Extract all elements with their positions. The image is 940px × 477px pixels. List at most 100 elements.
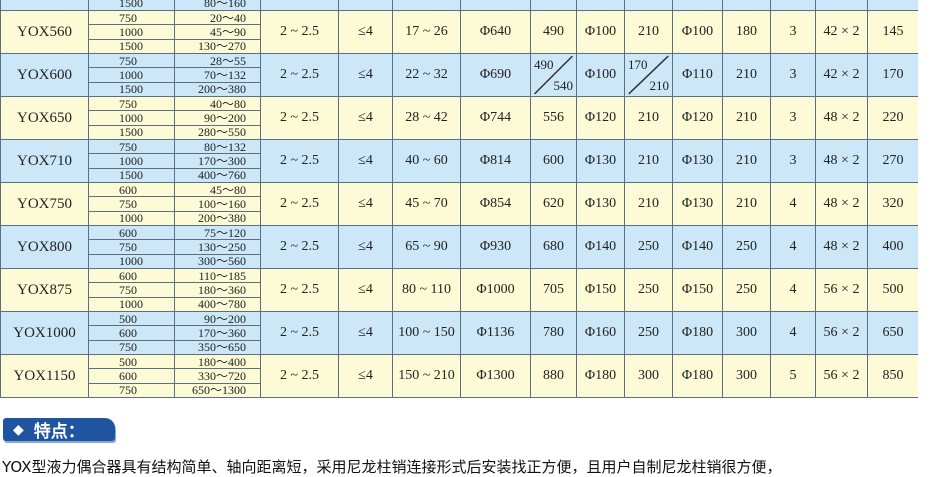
weight-cell: 270 bbox=[867, 140, 918, 182]
speed-value: 500 bbox=[89, 312, 174, 327]
speed-value: 1500 bbox=[119, 39, 143, 54]
model-cell: YOX1150 bbox=[0, 355, 88, 397]
torque-range-cell: 65 ~ 90 bbox=[392, 226, 460, 268]
bolt-spec-cell: 56 × 2 bbox=[815, 269, 867, 311]
speed-value: 600 bbox=[89, 226, 174, 241]
input-length-cell: 250 bbox=[624, 312, 672, 354]
power-value: 75～120 bbox=[175, 226, 260, 241]
features-heading: ◆ 特点： bbox=[3, 418, 115, 442]
input-bore-cell: Φ120 bbox=[576, 97, 624, 139]
efficiency-cell: ≤4 bbox=[338, 97, 392, 139]
outer-diameter-cell: Φ930 bbox=[460, 226, 530, 268]
speed-value: 600 bbox=[89, 326, 174, 341]
input-length-cell: 170 210 bbox=[624, 54, 672, 96]
table-row: YOX560 750 1000 1500 20～40 45～90 130～270 2 ~ 2.… bbox=[0, 11, 918, 54]
speed-cell: 500 600 750 bbox=[88, 355, 174, 397]
bolt-spec-cell: 48 × 2 bbox=[815, 97, 867, 139]
slip-cell: 2 ~ 2.5 bbox=[260, 269, 338, 311]
output-bore-cell: Φ180 bbox=[672, 312, 722, 354]
torque-range-cell: 40 ~ 60 bbox=[392, 140, 460, 182]
table-row: YOX710 750 1000 1500 80～132 170～300 400～760 2 ~… bbox=[0, 140, 918, 183]
power-value: 300～560 bbox=[197, 254, 246, 269]
speed-value: 1500 bbox=[119, 125, 143, 140]
speed-cell: 600 750 1000 bbox=[88, 269, 174, 311]
speed-value: 750 bbox=[89, 240, 174, 255]
length-cell: 880 bbox=[530, 355, 576, 397]
length-cell: 705 bbox=[530, 269, 576, 311]
length-cell: 556 bbox=[530, 97, 576, 139]
model-cell: YOX875 bbox=[0, 269, 88, 311]
slip-cell: 2 ~ 2.5 bbox=[260, 140, 338, 182]
input-bore-cell: Φ150 bbox=[576, 269, 624, 311]
input-length-cell: 210 bbox=[624, 140, 672, 182]
speed-value: 750 bbox=[119, 383, 137, 398]
power-value: 20～40 bbox=[175, 11, 260, 26]
length-cell: 680 bbox=[530, 226, 576, 268]
table-row: 1500 80～160 bbox=[0, 0, 918, 11]
bolt-spec-cell: 56 × 2 bbox=[815, 355, 867, 397]
speed-value: 1500 bbox=[119, 82, 143, 97]
length-cell: 490 bbox=[530, 11, 576, 53]
features-title: 特点： bbox=[33, 422, 85, 442]
input-bore-cell: Φ100 bbox=[576, 11, 624, 53]
power-value: 400～780 bbox=[197, 297, 246, 312]
input-length-cell: 300 bbox=[624, 355, 672, 397]
model-cell bbox=[0, 0, 88, 10]
weight-cell: 650 bbox=[867, 312, 918, 354]
table-row: YOX600 750 1000 1500 28～55 70～132 200～380 2 ~ 2… bbox=[0, 54, 918, 97]
weight-cell: 220 bbox=[867, 97, 918, 139]
weight-cell: 320 bbox=[867, 183, 918, 225]
speed-value: 750 bbox=[89, 54, 174, 69]
torque-range-cell: 45 ~ 70 bbox=[392, 183, 460, 225]
model-cell: YOX750 bbox=[0, 183, 88, 225]
speed-value: 1000 bbox=[89, 25, 174, 40]
weight-cell: 400 bbox=[867, 226, 918, 268]
table-row: YOX650 750 1000 1500 40～80 90～200 280～550 2 ~ 2… bbox=[0, 97, 918, 140]
weight-cell: 170 bbox=[867, 54, 918, 96]
bolt-spec-cell: 42 × 2 bbox=[815, 54, 867, 96]
speed-cell: 1500 bbox=[88, 0, 174, 10]
model-cell: YOX1000 bbox=[0, 312, 88, 354]
input-length-cell: 250 bbox=[624, 226, 672, 268]
bolt-spec-cell: 48 × 2 bbox=[815, 140, 867, 182]
model-cell: YOX600 bbox=[0, 54, 88, 96]
speed-value: 600 bbox=[89, 183, 174, 198]
power-value: 28～55 bbox=[175, 54, 260, 69]
oil-volume-cell: 5 bbox=[770, 355, 815, 397]
efficiency-cell bbox=[338, 0, 392, 10]
speed-value: 750 bbox=[89, 197, 174, 212]
torque-range-cell: 22 ~ 32 bbox=[392, 54, 460, 96]
power-value: 170～360 bbox=[175, 326, 260, 341]
speed-value: 1000 bbox=[119, 254, 143, 269]
outer-diameter-cell: Φ690 bbox=[460, 54, 530, 96]
efficiency-cell: ≤4 bbox=[338, 54, 392, 96]
split-value: 490 540 bbox=[531, 54, 576, 96]
features-description: YOX型液力偶合器具有结构简单、轴向距离短，采用尼龙柱销连接形式后安装找正方便，… bbox=[2, 458, 782, 476]
power-value: 45～80 bbox=[175, 183, 260, 198]
table-row: YOX750 600 750 1000 45～80 100～160 200～380 2 ~ 2… bbox=[0, 183, 918, 226]
slip-cell: 2 ~ 2.5 bbox=[260, 11, 338, 53]
oil-volume-cell bbox=[770, 0, 815, 10]
torque-range-cell bbox=[392, 0, 460, 10]
speed-value: 1500 bbox=[119, 168, 143, 183]
model-cell: YOX650 bbox=[0, 97, 88, 139]
output-bore-cell: Φ130 bbox=[672, 140, 722, 182]
power-cell: 80～160 bbox=[174, 0, 260, 10]
power-cell: 75～120 130～250 300～560 bbox=[174, 226, 260, 268]
power-value: 110～185 bbox=[175, 269, 260, 284]
power-value: 280～550 bbox=[197, 125, 246, 140]
speed-value: 1000 bbox=[119, 211, 143, 226]
speed-cell: 500 600 750 bbox=[88, 312, 174, 354]
power-value: 130～270 bbox=[197, 39, 246, 54]
spec-table-viewport: 1500 80～160 YOX560 750 1000 1500 20～40 45～90 130… bbox=[0, 0, 918, 398]
speed-value: 1000 bbox=[89, 111, 174, 126]
oil-volume-cell: 4 bbox=[770, 226, 815, 268]
power-cell: 180～400 330～720 650～1300 bbox=[174, 355, 260, 397]
power-cell: 45～80 100～160 200～380 bbox=[174, 183, 260, 225]
length-cell: 780 bbox=[530, 312, 576, 354]
weight-cell bbox=[867, 0, 918, 10]
speed-value: 1000 bbox=[119, 297, 143, 312]
power-value: 90～200 bbox=[175, 312, 260, 327]
split-value: 170 210 bbox=[625, 54, 672, 96]
bolt-spec-cell: 42 × 2 bbox=[815, 11, 867, 53]
